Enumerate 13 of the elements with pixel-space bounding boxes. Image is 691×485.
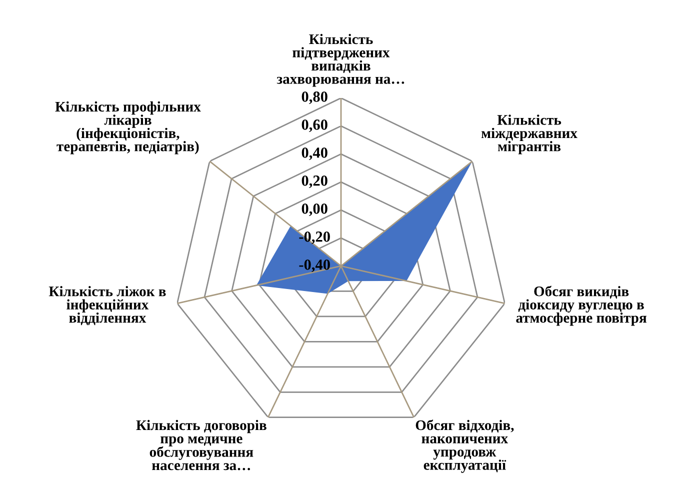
spoke-label: Кількість підтверджених випадків захворювання на… <box>276 34 404 87</box>
y-tick-label: 0,80 <box>302 92 328 104</box>
y-tick-label: 0,60 <box>302 120 328 132</box>
y-tick-label: 0,40 <box>302 148 328 160</box>
spoke-label: Кількість ліжок в інфекційних відділеннях <box>48 286 166 326</box>
spoke-label: Кількість міждержавних мігрантів <box>481 114 578 154</box>
y-tick-label: 0,00 <box>302 204 328 216</box>
spoke-label: Обсяг викидів діоксиду вуглецю в атмосферне повітря <box>516 286 646 326</box>
y-tick-label: -0,40 <box>299 260 330 272</box>
spoke-label: Обсяг відходів, накопичених упродовж експлуатації <box>416 420 514 473</box>
spoke-label: Кількість профільних лікарів (інфекціоністів, терапевтів, педіатрів) <box>55 101 201 154</box>
y-tick-label: 0,20 <box>302 176 328 188</box>
spoke-label: Кількість договорів про медичне обслуговування населення за… <box>136 420 266 470</box>
